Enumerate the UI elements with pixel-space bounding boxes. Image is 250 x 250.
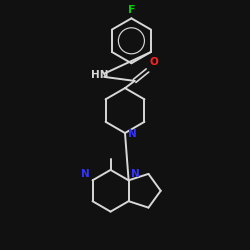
Text: N: N (131, 169, 140, 179)
Text: N: N (81, 169, 90, 179)
Text: F: F (128, 5, 135, 15)
Text: O: O (150, 57, 158, 67)
Text: N: N (128, 129, 137, 139)
Text: HN: HN (90, 70, 108, 80)
